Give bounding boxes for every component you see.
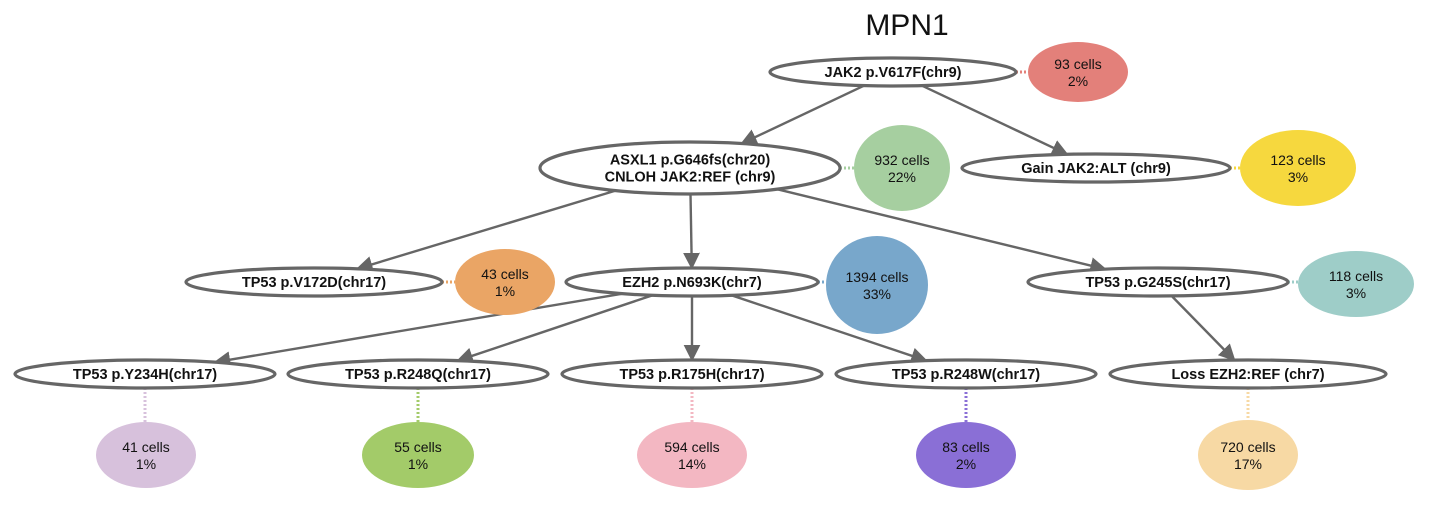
cell-count-label: 55 cells — [394, 439, 441, 455]
cell-count-badge-shape — [1198, 420, 1298, 490]
clone-node-tp53g245s: TP53 p.G245S(chr17) — [1026, 266, 1290, 298]
clone-node-label: Loss EZH2:REF (chr7) — [1171, 367, 1324, 383]
cell-count-label: 594 cells — [664, 439, 719, 455]
clone-node-shape — [768, 56, 1018, 88]
clone-node-asxl1: ASXL1 p.G646fs(chr20)CNLOH JAK2:REF (chr… — [538, 140, 842, 196]
clone-node-gainjak2: Gain JAK2:ALT (chr9) — [960, 152, 1232, 184]
clone-node-tp53r248q: TP53 p.R248Q(chr17) — [286, 358, 550, 390]
cell-count-badge-shape — [826, 236, 928, 334]
edge-jak2-to-gainjak2 — [921, 84, 1069, 156]
cell-percent-label: 3% — [1288, 169, 1308, 185]
clone-node-label: TP53 p.G245S(chr17) — [1085, 275, 1230, 291]
cell-percent-label: 33% — [863, 286, 891, 302]
clone-node-label: TP53 p.R248Q(chr17) — [345, 367, 491, 383]
clone-node-label: Gain JAK2:ALT (chr9) — [1021, 161, 1171, 177]
cell-count-label: 720 cells — [1220, 439, 1275, 455]
cell-percent-label: 1% — [495, 283, 515, 299]
cell-count-label: 41 cells — [122, 439, 169, 455]
clone-node-shape — [1026, 266, 1290, 298]
cell-percent-label: 2% — [1068, 73, 1088, 89]
cell-percent-label: 17% — [1234, 456, 1262, 472]
cell-percent-label: 22% — [888, 169, 916, 185]
clone-node-lossezh2: Loss EZH2:REF (chr7) — [1108, 358, 1388, 390]
edge-jak2-to-asxl1 — [740, 84, 865, 145]
cell-count-badge-shape — [916, 422, 1016, 488]
clone-node-tp53r248w: TP53 p.R248W(chr17) — [834, 358, 1098, 390]
edge-ezh2-to-tp53y234h — [213, 292, 623, 368]
edges-layer — [213, 84, 1236, 368]
cell-count-badge-shape — [1298, 251, 1414, 317]
clone-node-label: TP53 p.R175H(chr17) — [619, 367, 764, 383]
nodes-layer: JAK2 p.V617F(chr9) ASXL1 p.G646fs(chr20)C… — [13, 56, 1388, 390]
cell-count-label: 118 cells — [1329, 268, 1383, 284]
clone-node-tp53r175h: TP53 p.R175H(chr17) — [560, 358, 824, 390]
clone-node-label: TP53 p.Y234H(chr17) — [73, 367, 217, 383]
clone-node-shape — [13, 358, 277, 390]
cell-count-label: 83 cells — [942, 439, 989, 455]
cell-count-badge-shape — [455, 249, 555, 315]
clone-node-shape — [184, 266, 444, 298]
clone-node-shape — [960, 152, 1232, 184]
cell-count-badge-shape — [1240, 130, 1356, 206]
cell-count-label: 43 cells — [481, 266, 528, 282]
cell-percent-label: 2% — [956, 456, 976, 472]
cell-percent-label: 3% — [1346, 285, 1366, 301]
cell-percent-label: 1% — [408, 456, 428, 472]
cell-count-badge-shape — [96, 422, 196, 488]
clone-node-label: CNLOH JAK2:REF (chr9) — [605, 170, 776, 186]
clone-node-tp53y234h: TP53 p.Y234H(chr17) — [13, 358, 277, 390]
connectors-layer — [143, 70, 1298, 422]
diagram-title: MPN1 — [865, 9, 948, 42]
cell-percent-label: 14% — [678, 456, 706, 472]
clone-node-label: JAK2 p.V617F(chr9) — [825, 65, 962, 81]
cell-count-badge-shape — [854, 125, 950, 211]
clone-node-label: TP53 p.V172D(chr17) — [242, 275, 386, 291]
edge-asxl1-to-ezh2 — [683, 193, 700, 270]
cell-count-label: 1394 cells — [845, 269, 908, 285]
clone-node-shape — [564, 266, 820, 298]
clone-node-label: EZH2 p.N693K(chr7) — [622, 275, 762, 291]
clone-node-shape — [286, 358, 550, 390]
cell-count-label: 93 cells — [1054, 56, 1101, 72]
clone-node-shape — [1108, 358, 1388, 390]
clone-node-jak2: JAK2 p.V617F(chr9) — [768, 56, 1018, 88]
clone-node-shape — [560, 358, 824, 390]
edge-ezh2-to-tp53r248w — [731, 294, 928, 364]
cell-count-label: 123 cells — [1270, 152, 1325, 168]
cell-count-badge-shape — [362, 422, 474, 488]
edge-asxl1-to-tp53g245s — [776, 188, 1108, 274]
cell-count-badge-shape — [637, 422, 747, 488]
cell-count-label: 932 cells — [874, 152, 929, 168]
clone-node-ezh2: EZH2 p.N693K(chr7) — [564, 266, 820, 298]
cell-count-badge-shape — [1028, 42, 1128, 102]
clone-node-label: ASXL1 p.G646fs(chr20) — [610, 153, 771, 169]
edge-asxl1-to-tp53v172d — [355, 189, 616, 273]
clone-node-label: TP53 p.R248W(chr17) — [892, 367, 1040, 383]
edge-ezh2-to-tp53r248q — [456, 294, 653, 364]
clone-node-tp53v172d: TP53 p.V172D(chr17) — [184, 266, 444, 298]
clone-node-shape — [834, 358, 1098, 390]
edge-tp53g245s-to-lossezh2 — [1170, 295, 1236, 362]
cell-percent-label: 1% — [136, 456, 156, 472]
clone-node-shape — [538, 140, 842, 196]
